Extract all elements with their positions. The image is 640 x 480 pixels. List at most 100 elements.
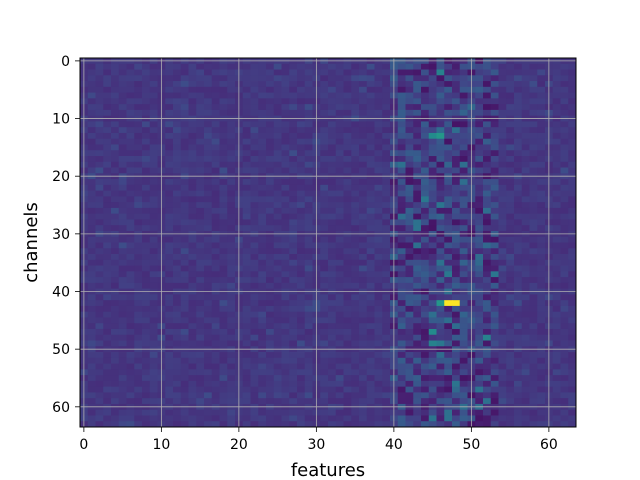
heatmap-cell <box>428 225 437 232</box>
heatmap-cell <box>320 167 329 174</box>
heatmap-cell <box>498 294 507 301</box>
heatmap-cell <box>149 305 158 313</box>
heatmap-cell <box>421 294 430 301</box>
heatmap-cell <box>266 392 275 399</box>
heatmap-cell <box>289 121 298 128</box>
heatmap-cell <box>537 317 546 324</box>
heatmap-cell <box>242 98 251 105</box>
heatmap-cell <box>227 138 236 145</box>
heatmap-cell <box>95 138 104 145</box>
heatmap-cell <box>204 109 213 117</box>
heatmap-cell <box>459 398 468 405</box>
heatmap-cell <box>304 109 313 117</box>
heatmap-cell <box>514 265 523 272</box>
heatmap-cell <box>475 363 484 370</box>
heatmap-cell <box>118 150 127 157</box>
heatmap-cell <box>204 69 213 76</box>
heatmap-cell <box>405 109 414 117</box>
heatmap-cell <box>351 156 360 163</box>
heatmap-cell <box>498 282 507 290</box>
heatmap-cell <box>180 144 189 151</box>
heatmap-cell <box>452 98 461 105</box>
heatmap-cell <box>475 409 484 416</box>
x-tick-label: 10 <box>152 437 170 453</box>
heatmap-cell <box>165 380 174 388</box>
heatmap-cell <box>242 81 251 88</box>
heatmap-cell <box>335 242 344 249</box>
heatmap-cell <box>397 398 406 405</box>
heatmap-cell <box>506 305 515 313</box>
heatmap-cell <box>227 92 236 99</box>
heatmap-cell <box>204 219 213 226</box>
heatmap-cell <box>459 75 468 82</box>
heatmap-cell <box>250 259 259 266</box>
heatmap-cell <box>134 375 143 382</box>
heatmap-cell <box>359 254 368 261</box>
heatmap-cell <box>289 369 298 376</box>
heatmap-cell <box>514 75 523 82</box>
heatmap-cell <box>320 282 329 290</box>
heatmap-cell <box>126 375 135 382</box>
heatmap-cell <box>196 352 205 359</box>
heatmap-cell <box>219 138 228 145</box>
heatmap-cell <box>204 311 213 318</box>
heatmap-cell <box>188 127 197 134</box>
heatmap-cell <box>266 352 275 359</box>
heatmap-cell <box>250 104 259 111</box>
heatmap-cell <box>374 98 383 105</box>
heatmap-cell <box>103 357 112 364</box>
heatmap-cell <box>188 421 197 428</box>
heatmap-cell <box>118 121 127 128</box>
heatmap-cell <box>359 127 368 134</box>
heatmap-cell <box>366 207 375 215</box>
heatmap-cell <box>142 409 151 416</box>
heatmap-cell <box>483 415 492 422</box>
heatmap-cell <box>366 363 375 370</box>
heatmap-cell <box>421 213 430 220</box>
heatmap-cell <box>366 121 375 128</box>
heatmap-cell <box>204 409 213 416</box>
heatmap-cell <box>180 75 189 82</box>
heatmap-cell <box>506 207 515 215</box>
heatmap-cell <box>514 161 523 168</box>
heatmap-cell <box>188 207 197 215</box>
heatmap-cell <box>490 92 499 99</box>
heatmap-cell <box>118 138 127 145</box>
heatmap-cell <box>242 248 251 255</box>
heatmap-cell <box>514 144 523 151</box>
heatmap-cell <box>180 242 189 249</box>
heatmap-cell <box>490 334 499 341</box>
heatmap-cell <box>506 363 515 370</box>
heatmap-cell <box>211 398 220 405</box>
heatmap-cell <box>405 311 414 318</box>
heatmap-cell <box>529 328 538 336</box>
heatmap-cell <box>266 334 275 341</box>
heatmap-cell <box>335 184 344 192</box>
heatmap-cell <box>149 69 158 76</box>
heatmap-cell <box>459 109 468 117</box>
heatmap-cell <box>297 138 306 145</box>
heatmap-cell <box>351 294 360 301</box>
heatmap-cell <box>95 363 104 370</box>
heatmap-cell <box>111 282 120 290</box>
heatmap-cell <box>568 207 577 215</box>
heatmap-cell <box>180 398 189 405</box>
heatmap-cell <box>250 179 259 186</box>
heatmap-cell <box>211 248 220 255</box>
heatmap-cell <box>552 311 561 318</box>
heatmap-cell <box>87 317 96 324</box>
heatmap-cell <box>227 161 236 168</box>
heatmap-cell <box>134 340 143 347</box>
heatmap-cell <box>266 207 275 215</box>
heatmap-cell <box>521 150 530 157</box>
heatmap-cell <box>483 369 492 376</box>
heatmap-cell <box>250 184 259 192</box>
heatmap-cell <box>281 219 290 226</box>
heatmap-cell <box>444 213 453 220</box>
heatmap-cell <box>219 375 228 382</box>
heatmap-cell <box>320 259 329 266</box>
heatmap-cell <box>266 380 275 388</box>
heatmap-cell <box>459 86 468 93</box>
heatmap-cell <box>227 167 236 174</box>
heatmap-cell <box>359 167 368 174</box>
